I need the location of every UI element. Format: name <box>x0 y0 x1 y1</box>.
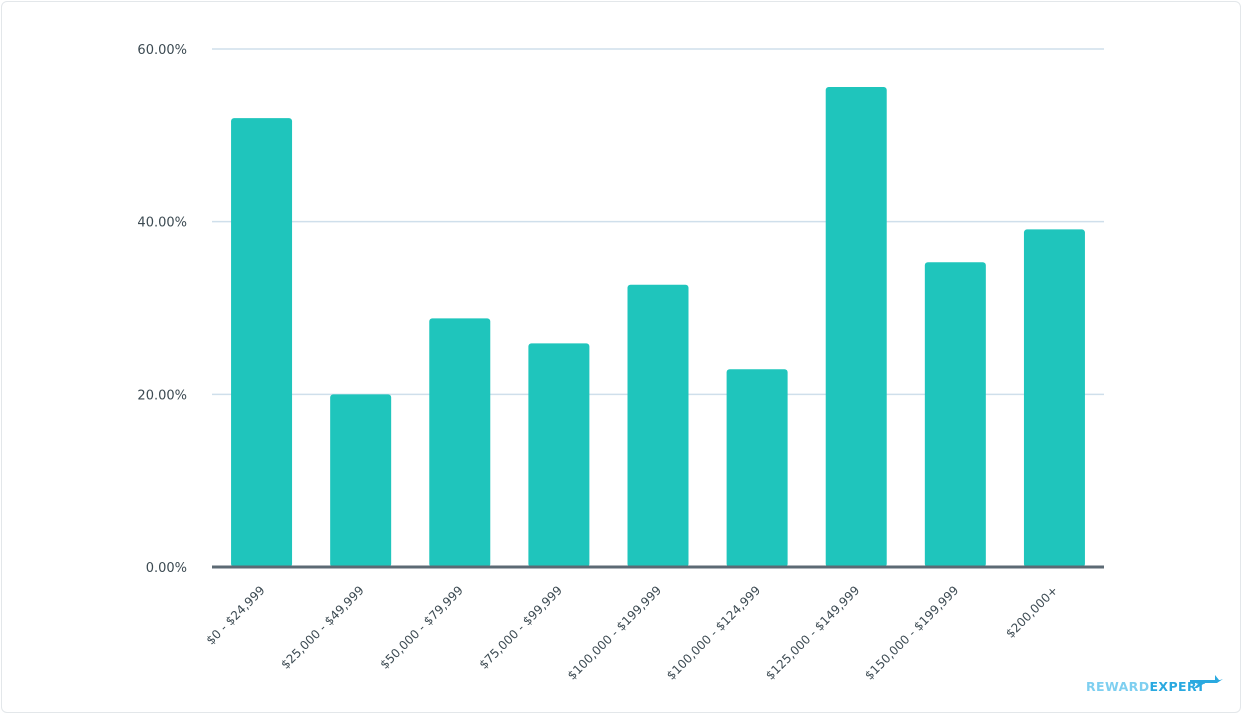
y-tick-label: 20.00% <box>137 388 187 403</box>
x-tick-label: $200,000+ <box>1003 583 1060 640</box>
bar <box>627 284 689 567</box>
x-tick-label: $75,000 - $99,999 <box>476 583 565 672</box>
reward-expert-logo: REWARDEXPERT <box>1086 675 1223 694</box>
bar <box>1023 229 1085 568</box>
y-tick-label: 60.00% <box>137 43 187 58</box>
x-tick-label: $150,000 - $199,999 <box>862 583 961 682</box>
y-axis-ticks: 0.00% 20.00% 40.00% 60.00% <box>137 43 187 576</box>
bar <box>429 318 491 567</box>
x-tick-label: $50,000 - $79,999 <box>377 583 466 672</box>
bar <box>924 262 986 567</box>
bar <box>330 394 392 567</box>
x-tick-label: $0 - $24,999 <box>203 583 267 647</box>
logo-text-part1: REWARD <box>1086 679 1149 694</box>
bar <box>726 369 788 567</box>
airplane-icon <box>1190 675 1223 688</box>
bar <box>825 86 887 567</box>
y-tick-label: 0.00% <box>146 561 187 576</box>
x-tick-label: $125,000 - $149,999 <box>763 583 862 682</box>
bars <box>231 86 1085 568</box>
x-tick-label: $100,000 - $199,999 <box>565 583 664 682</box>
x-tick-label: $25,000 - $49,999 <box>278 583 367 672</box>
bar <box>528 343 590 567</box>
logo-text: REWARDEXPERT <box>1086 679 1205 694</box>
x-tick-label: $100,000 - $124,999 <box>664 583 763 682</box>
x-axis-ticks: $0 - $24,999 $25,000 - $49,999 $50,000 - $… <box>203 583 1060 682</box>
bar <box>231 118 293 568</box>
y-tick-label: 40.00% <box>137 216 187 231</box>
